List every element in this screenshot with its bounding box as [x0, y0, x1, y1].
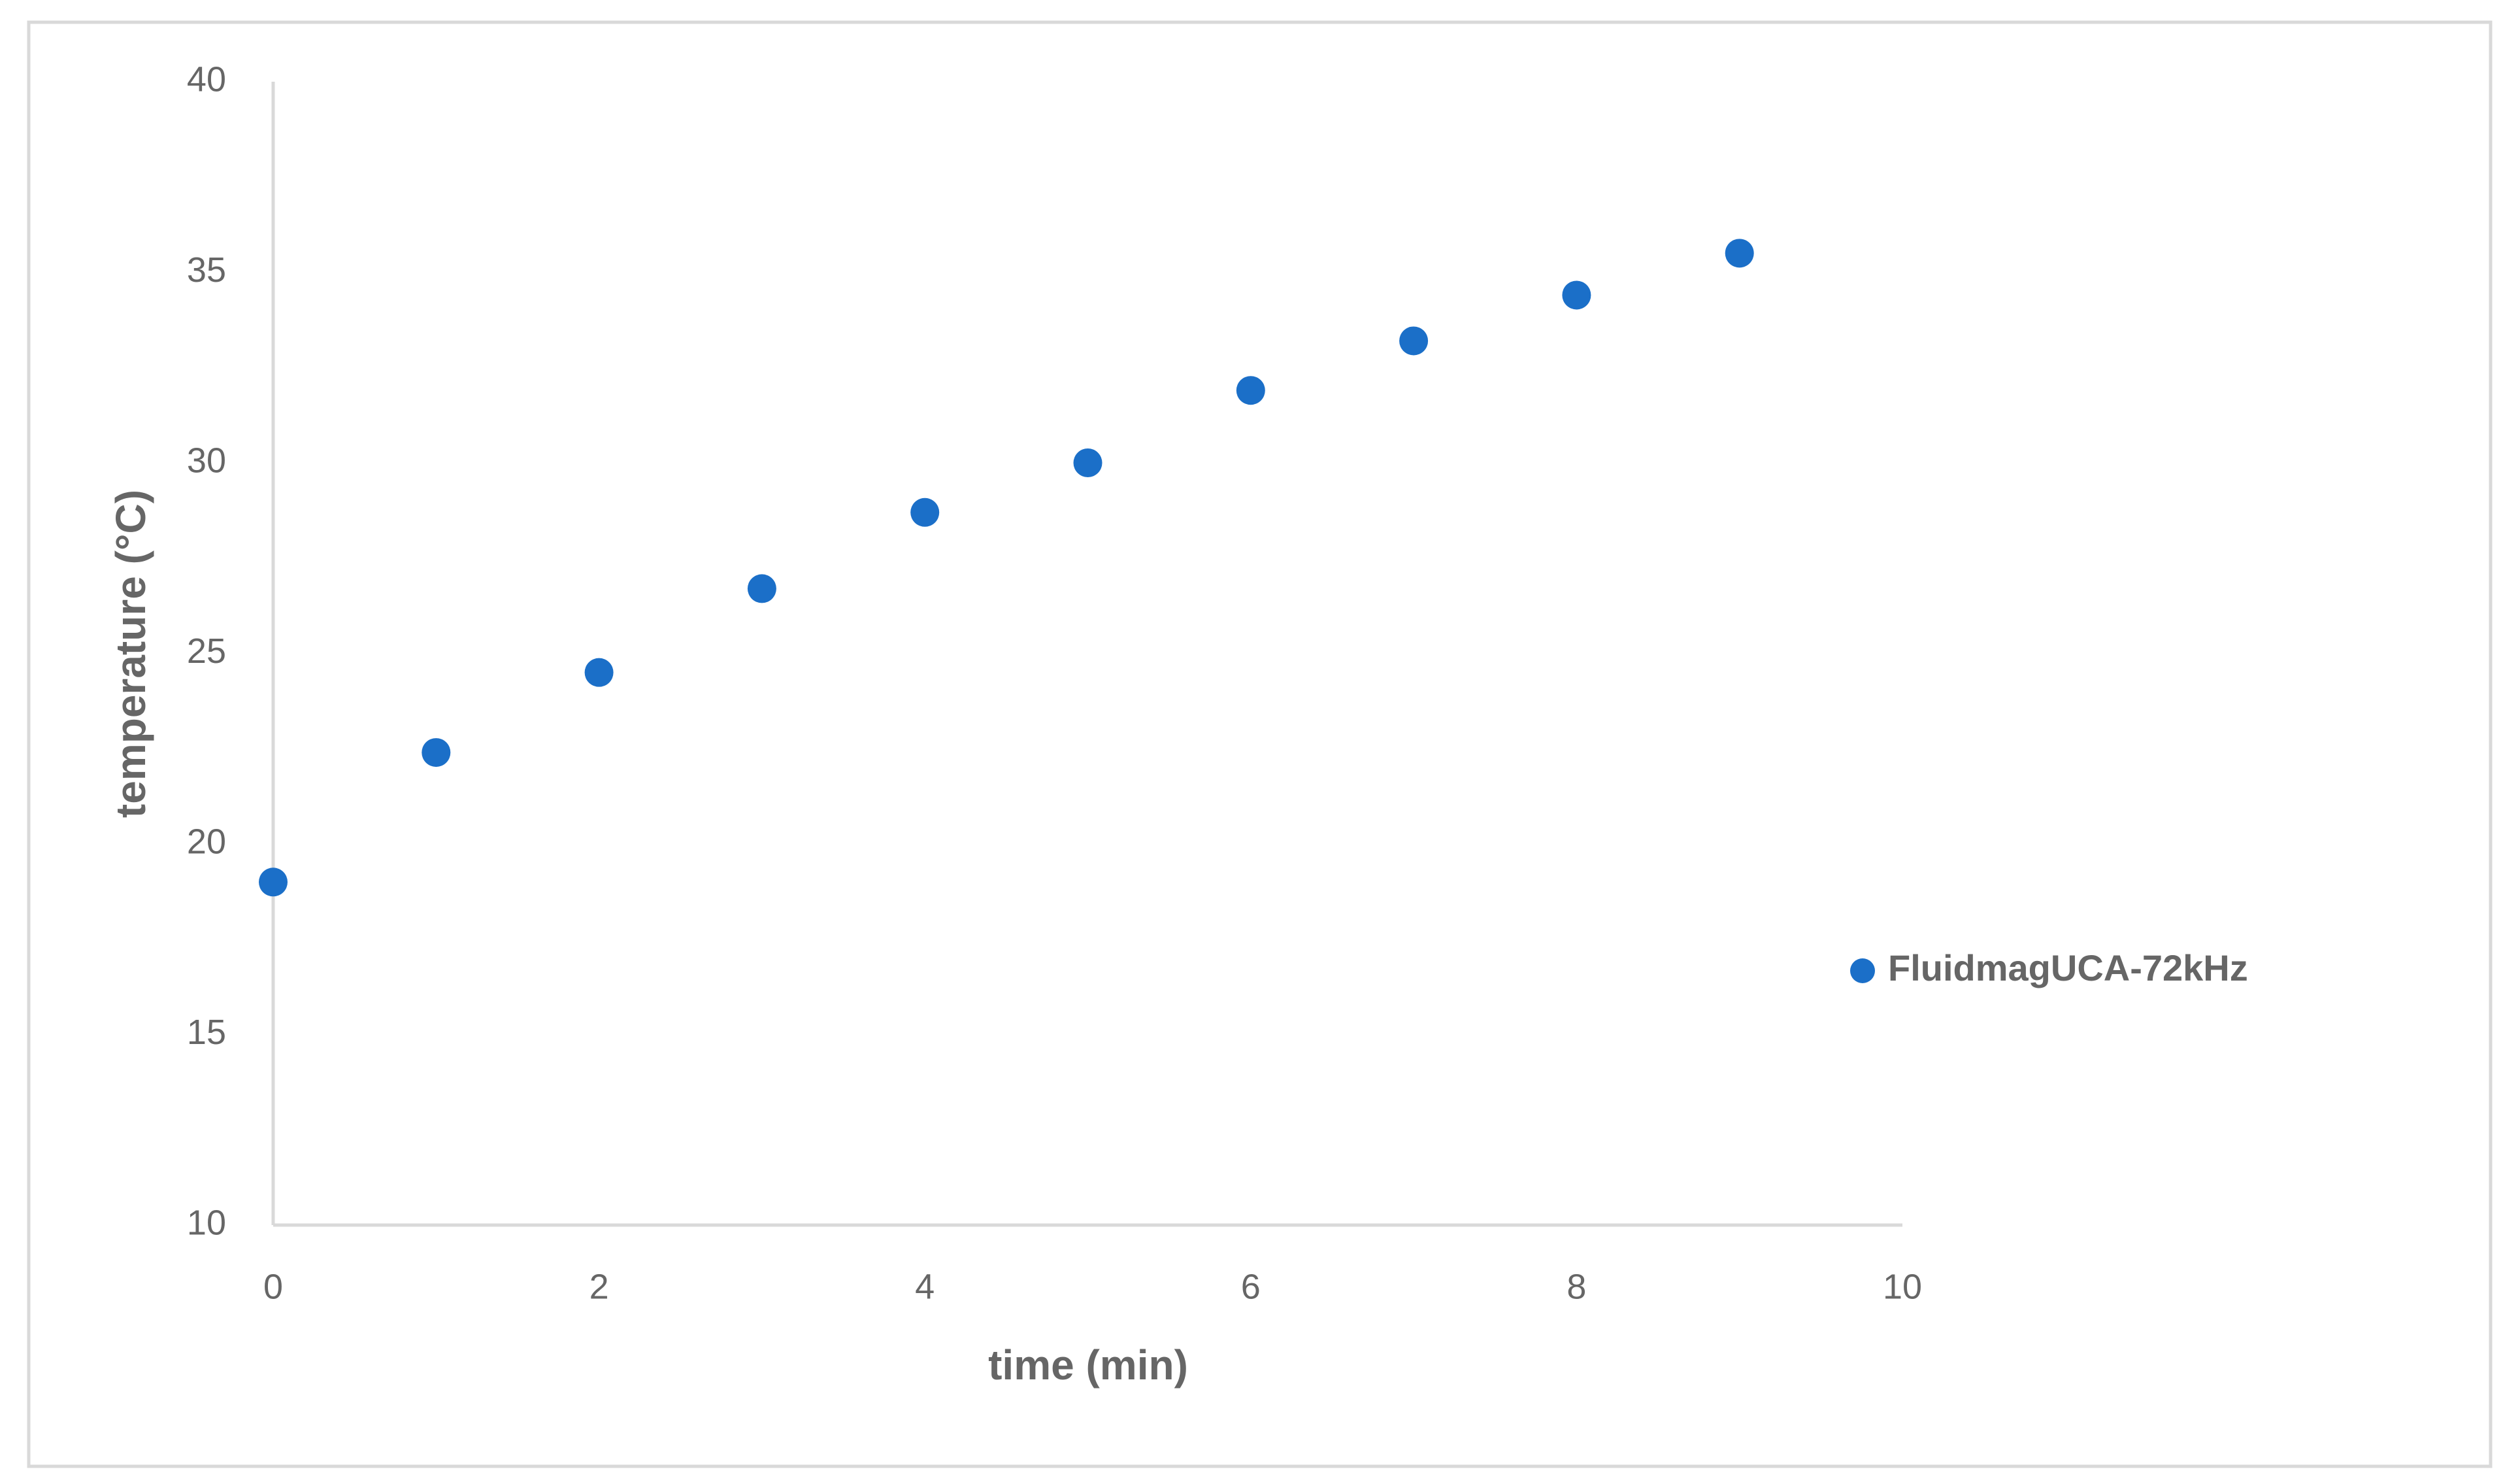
data-point [747, 574, 776, 603]
x-tick-label: 6 [1241, 1267, 1261, 1306]
data-point [1399, 326, 1429, 356]
data-point [584, 658, 614, 687]
y-tick-label: 30 [187, 441, 226, 480]
x-tick-label: 2 [589, 1267, 609, 1306]
data-point [1073, 448, 1102, 477]
x-tick-label: 4 [915, 1267, 935, 1306]
x-tick-label: 0 [263, 1267, 283, 1306]
legend-label: FluidmagUCA-72kHz [1888, 947, 2248, 988]
chart-border [27, 20, 2493, 1468]
y-tick-label: 15 [187, 1013, 226, 1052]
legend-marker [1850, 958, 1875, 983]
data-point [1562, 280, 1591, 310]
y-tick-label: 25 [187, 632, 226, 671]
y-tick-label: 10 [187, 1203, 226, 1242]
x-tick-label: 8 [1567, 1267, 1586, 1306]
x-axis-title: time (min) [988, 1341, 1188, 1389]
data-point [910, 497, 940, 527]
y-tick-label: 20 [187, 822, 226, 861]
data-point [259, 867, 288, 897]
y-axis-title: temperature (°C) [107, 490, 154, 818]
data-point [422, 738, 451, 767]
y-tick-label: 40 [187, 59, 226, 99]
y-tick-label: 35 [187, 250, 226, 290]
data-point [1725, 239, 1754, 268]
data-point [1236, 376, 1265, 405]
x-tick-label: 10 [1883, 1267, 1922, 1306]
